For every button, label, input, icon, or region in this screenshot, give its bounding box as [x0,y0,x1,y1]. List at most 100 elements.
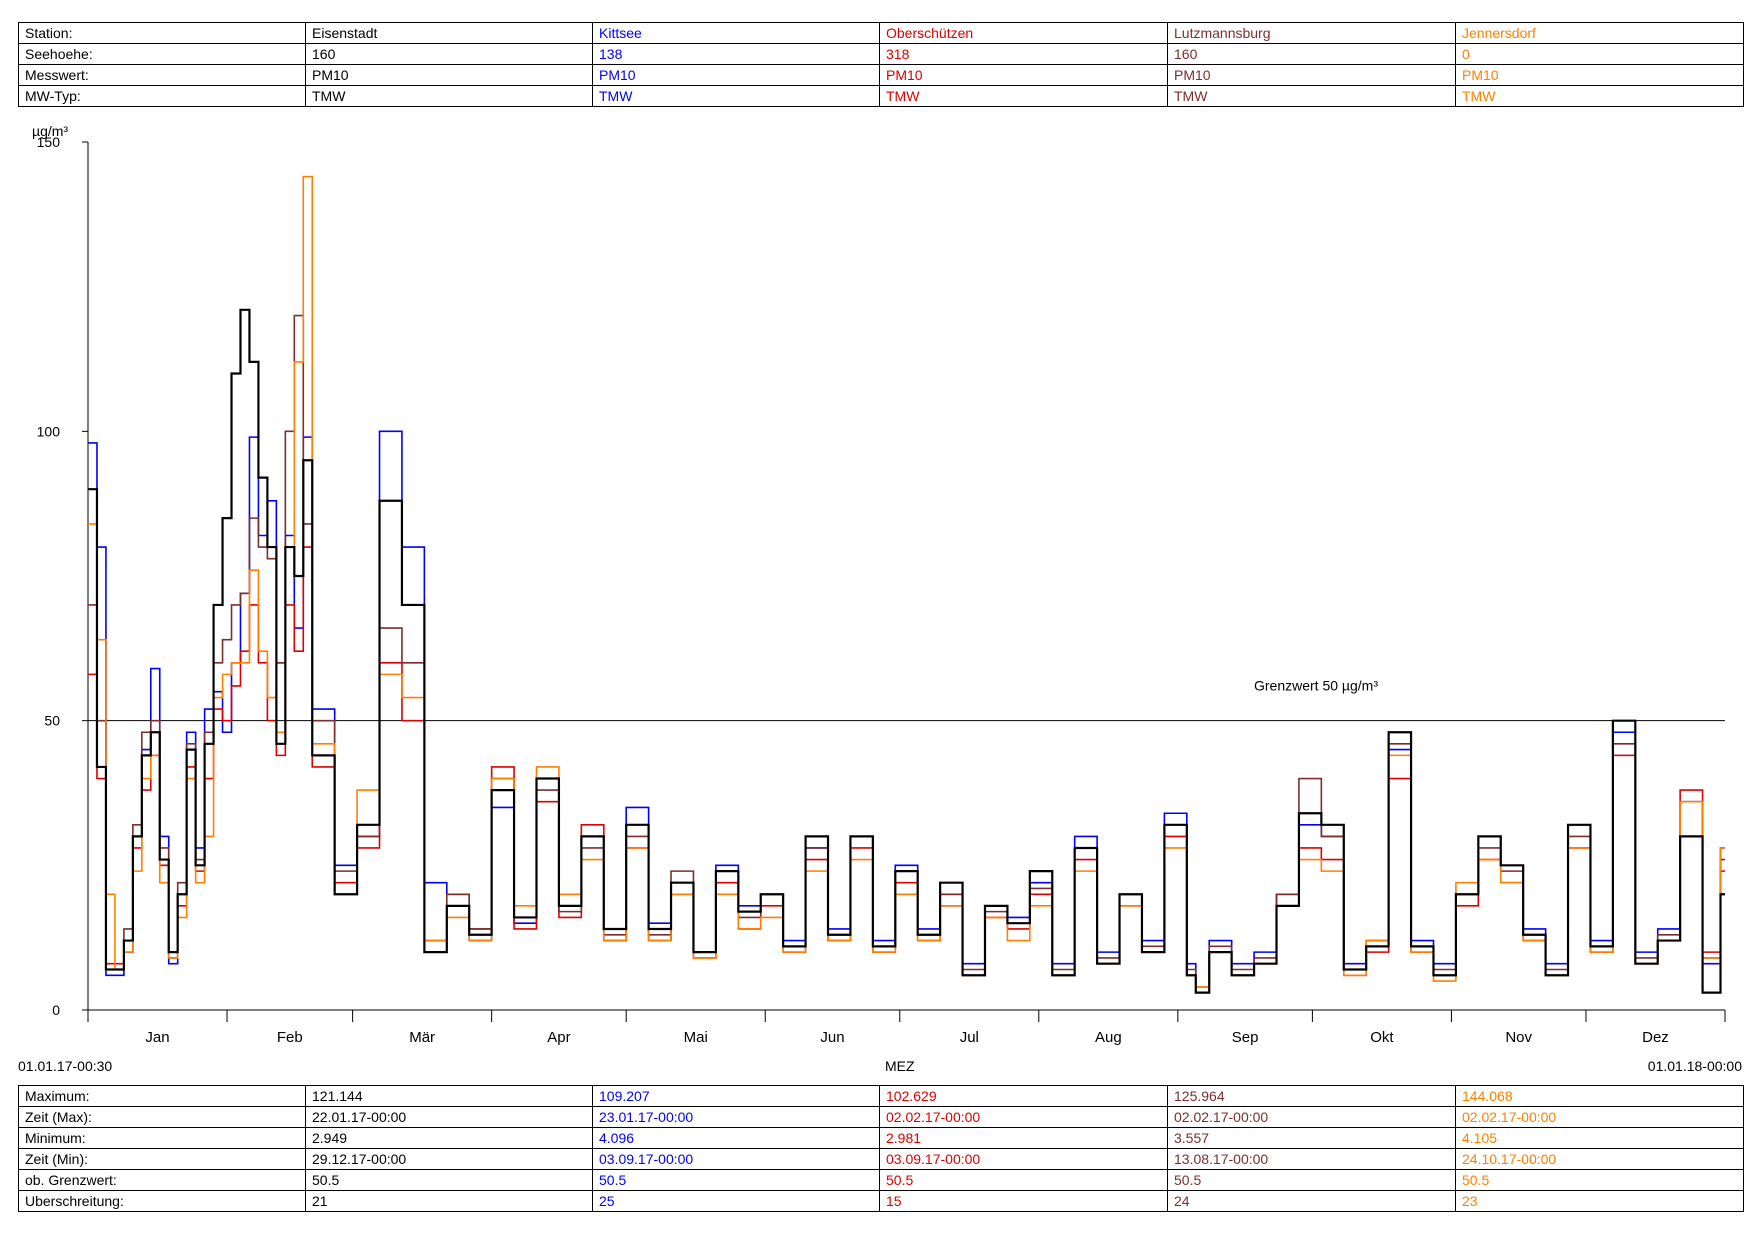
y-tick-label: 100 [37,423,61,439]
station-info-cell: TMW [1167,85,1456,107]
station-info-cell: PM10 [879,64,1168,86]
station-info-cell: 138 [592,43,880,65]
statistics-row: Maximum: 121.144 109.207 102.629 125.964 144.… [18,1085,1744,1107]
statistics-cell: 25 [592,1190,880,1212]
station-info-cell: PM10 [592,64,880,86]
statistics-cell: 15 [879,1190,1168,1212]
x-tick-label: Apr [547,1029,570,1046]
statistics-cell: 2.981 [879,1127,1168,1149]
x-tick-label: Aug [1095,1029,1122,1046]
station-info-cell: Lutzmannsburg [1167,22,1456,44]
statistics-cell: 102.629 [879,1085,1168,1107]
station-info-row: MW-Typ: TMW TMW TMW TMW TMW [18,85,1744,107]
time-start-label: 01.01.17-00:30 [18,1058,113,1074]
statistics-cell: 03.09.17-00:00 [879,1148,1168,1170]
station-info-row-label: Station: [18,22,306,44]
statistics-row: Uberschreitung: 21 25 15 24 23 [18,1190,1744,1212]
statistics-row-label: Zeit (Max): [18,1106,306,1128]
chart-axes [82,141,1726,1022]
statistics-row-label: ob. Grenzwert: [18,1169,306,1191]
statistics-cell: 121.144 [305,1085,593,1107]
statistics-cell: 03.09.17-00:00 [592,1148,880,1170]
statistics-cell: 22.01.17-00:00 [305,1106,593,1128]
time-end-label: 01.01.18-00:00 [1647,1058,1742,1074]
statistics-cell: 23 [1455,1190,1744,1212]
station-info-row: Messwert: PM10 PM10 PM10 PM10 PM10 [18,64,1744,86]
statistics-cell: 02.02.17-00:00 [1455,1106,1744,1128]
station-info-row-label: MW-Typ: [18,85,306,107]
statistics-cell: 13.08.17-00:00 [1167,1148,1456,1170]
x-tick-label: Okt [1370,1029,1394,1046]
series-line-oberschützen [88,546,1725,994]
statistics-cell: 24.10.17-00:00 [1455,1148,1744,1170]
statistics-row-label: Uberschreitung: [18,1190,306,1212]
x-tick-label: Dez [1642,1029,1669,1046]
y-tick-label: 0 [52,1002,60,1018]
statistics-cell: 02.02.17-00:00 [879,1106,1168,1128]
y-tick-label: 150 [37,134,61,150]
statistics-row: Minimum: 2.949 4.096 2.981 3.557 4.105 [18,1127,1744,1149]
station-info-cell: TMW [305,85,593,107]
x-tick-label: Jan [145,1029,169,1046]
statistics-row: ob. Grenzwert: 50.5 50.5 50.5 50.5 50.5 [18,1169,1744,1191]
station-info-row-label: Seehoehe: [18,43,306,65]
station-info-cell: PM10 [1455,64,1744,86]
station-info-cell: 0 [1455,43,1744,65]
y-tick-label: 50 [44,713,60,729]
x-tick-label: Feb [277,1029,303,1046]
statistics-cell: 3.557 [1167,1127,1456,1149]
statistics-cell: 24 [1167,1190,1456,1212]
station-info-cell: PM10 [1167,64,1456,86]
statistics-cell: 02.02.17-00:00 [1167,1106,1456,1128]
station-info-cell: Kittsee [592,22,880,44]
statistics-cell: 50.5 [305,1169,593,1191]
statistics-cell: 4.096 [592,1127,880,1149]
statistics-table: Maximum: 121.144 109.207 102.629 125.964 144.… [18,1085,1744,1212]
station-info-cell: Jennersdorf [1455,22,1744,44]
statistics-cell: 50.5 [879,1169,1168,1191]
statistics-cell: 23.01.17-00:00 [592,1106,880,1128]
time-axis-label: MEZ [885,1058,915,1074]
statistics-cell: 4.105 [1455,1127,1744,1149]
x-tick-label: Jun [820,1029,844,1046]
statistics-cell: 2.949 [305,1127,593,1149]
x-tick-label: Sep [1232,1029,1259,1046]
station-info-cell: TMW [879,85,1168,107]
statistics-cell: 29.12.17-00:00 [305,1148,593,1170]
chart-series [88,175,1725,994]
x-tick-label: Jul [960,1029,979,1046]
station-info-row: Seehoehe: 160 138 318 160 0 [18,43,1744,65]
x-tick-label: Nov [1505,1029,1532,1046]
statistics-row-label: Zeit (Min): [18,1148,306,1170]
series-line-lutzmannsburg [88,314,1725,988]
statistics-row: Zeit (Min): 29.12.17-00:00 03.09.17-00:00 0… [18,1148,1744,1170]
statistics-cell: 109.207 [592,1085,880,1107]
station-info-cell: Oberschützen [879,22,1168,44]
x-tick-label: Mär [409,1029,435,1046]
y-axis-unit-label: µg/m³ [32,123,68,139]
statistics-cell: 50.5 [1455,1169,1744,1191]
statistics-cell: 50.5 [1167,1169,1456,1191]
station-info-cell: 160 [305,43,593,65]
statistics-row: Zeit (Max): 22.01.17-00:00 23.01.17-00:00 0… [18,1106,1744,1128]
station-info-cell: PM10 [305,64,593,86]
station-info-cell: Eisenstadt [305,22,593,44]
statistics-cell: 144.068 [1455,1085,1744,1107]
station-info-cell: TMW [1455,85,1744,107]
station-info-row-label: Messwert: [18,64,306,86]
statistics-row-label: Maximum: [18,1085,306,1107]
station-info-table: Station: Eisenstadt Kittsee Oberschützen Lut… [18,22,1744,107]
statistics-cell: 125.964 [1167,1085,1456,1107]
x-tick-label: Mai [684,1029,708,1046]
station-info-row: Station: Eisenstadt Kittsee Oberschützen Lut… [18,22,1744,44]
station-info-cell: TMW [592,85,880,107]
station-info-cell: 160 [1167,43,1456,65]
threshold-label: Grenzwert 50 µg/m³ [1254,678,1378,694]
series-line-eisenstadt [88,308,1725,994]
station-info-cell: 318 [879,43,1168,65]
series-line-kittsee [88,430,1725,988]
statistics-cell: 21 [305,1190,593,1212]
statistics-row-label: Minimum: [18,1127,306,1149]
